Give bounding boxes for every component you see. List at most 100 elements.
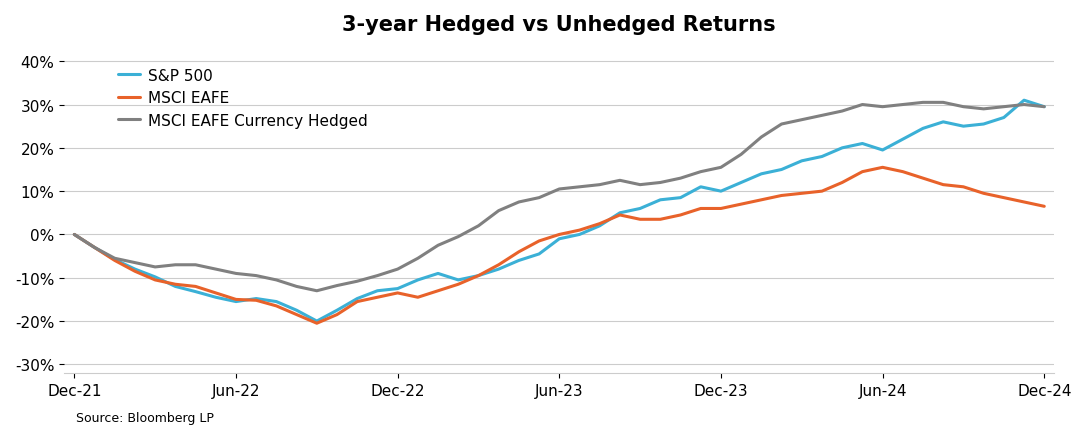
MSCI EAFE — [350, 299, 363, 304]
MSCI EAFE Currency Hedged — [1038, 105, 1051, 110]
MSCI EAFE — [128, 269, 141, 274]
MSCI EAFE Currency Hedged — [209, 267, 222, 272]
S&P 500 — [633, 206, 646, 212]
S&P 500 — [755, 172, 768, 177]
MSCI EAFE — [432, 289, 445, 294]
S&P 500 — [715, 189, 728, 194]
MSCI EAFE — [391, 291, 404, 296]
MSCI EAFE Currency Hedged — [432, 243, 445, 248]
MSCI EAFE — [149, 278, 162, 283]
S&P 500 — [775, 168, 788, 173]
MSCI EAFE — [614, 213, 627, 218]
S&P 500 — [856, 141, 869, 147]
MSCI EAFE — [673, 213, 687, 218]
MSCI EAFE Currency Hedged — [128, 261, 141, 266]
S&P 500 — [977, 122, 990, 127]
MSCI EAFE Currency Hedged — [775, 122, 788, 127]
S&P 500 — [876, 148, 889, 153]
MSCI EAFE — [734, 202, 747, 207]
S&P 500 — [67, 232, 81, 237]
S&P 500 — [411, 278, 424, 283]
MSCI EAFE — [998, 196, 1011, 201]
S&P 500 — [209, 295, 222, 300]
MSCI EAFE Currency Hedged — [673, 176, 687, 181]
MSCI EAFE Currency Hedged — [633, 183, 646, 188]
MSCI EAFE Currency Hedged — [593, 183, 606, 188]
S&P 500 — [836, 146, 849, 151]
S&P 500 — [432, 271, 445, 276]
MSCI EAFE Currency Hedged — [411, 256, 424, 261]
S&P 500 — [230, 299, 243, 304]
MSCI EAFE Currency Hedged — [998, 105, 1011, 110]
MSCI EAFE — [633, 217, 646, 222]
MSCI EAFE Currency Hedged — [1017, 103, 1030, 108]
Line: MSCI EAFE Currency Hedged: MSCI EAFE Currency Hedged — [74, 103, 1044, 291]
S&P 500 — [573, 232, 586, 237]
MSCI EAFE — [715, 206, 728, 212]
S&P 500 — [694, 185, 707, 190]
MSCI EAFE Currency Hedged — [230, 271, 243, 276]
S&P 500 — [734, 181, 747, 186]
S&P 500 — [310, 319, 323, 324]
MSCI EAFE Currency Hedged — [108, 256, 121, 261]
S&P 500 — [916, 126, 929, 132]
MSCI EAFE Currency Hedged — [290, 284, 304, 289]
Line: S&P 500: S&P 500 — [74, 101, 1044, 321]
S&P 500 — [956, 124, 969, 129]
MSCI EAFE Currency Hedged — [472, 224, 485, 229]
MSCI EAFE Currency Hedged — [897, 103, 910, 108]
MSCI EAFE Currency Hedged — [734, 152, 747, 157]
S&P 500 — [452, 278, 465, 283]
MSCI EAFE Currency Hedged — [512, 200, 526, 205]
MSCI EAFE — [956, 185, 969, 190]
MSCI EAFE — [1017, 200, 1030, 205]
MSCI EAFE — [876, 166, 889, 171]
S&P 500 — [654, 198, 667, 203]
Legend: S&P 500, MSCI EAFE, MSCI EAFE Currency Hedged: S&P 500, MSCI EAFE, MSCI EAFE Currency H… — [111, 62, 374, 135]
MSCI EAFE — [189, 284, 202, 289]
S&P 500 — [331, 308, 344, 313]
S&P 500 — [614, 211, 627, 216]
MSCI EAFE Currency Hedged — [553, 187, 566, 192]
MSCI EAFE Currency Hedged — [573, 185, 586, 190]
MSCI EAFE Currency Hedged — [815, 114, 828, 119]
S&P 500 — [472, 273, 485, 279]
MSCI EAFE — [452, 282, 465, 287]
MSCI EAFE Currency Hedged — [331, 283, 344, 289]
MSCI EAFE Currency Hedged — [249, 273, 262, 279]
MSCI EAFE — [472, 273, 485, 279]
MSCI EAFE Currency Hedged — [88, 245, 101, 250]
S&P 500 — [189, 289, 202, 295]
MSCI EAFE Currency Hedged — [270, 278, 283, 283]
MSCI EAFE Currency Hedged — [391, 267, 404, 272]
MSCI EAFE Currency Hedged — [654, 181, 667, 186]
S&P 500 — [149, 275, 162, 280]
MSCI EAFE — [897, 170, 910, 175]
MSCI EAFE — [371, 295, 384, 300]
MSCI EAFE Currency Hedged — [189, 263, 202, 268]
S&P 500 — [249, 296, 262, 301]
MSCI EAFE Currency Hedged — [492, 209, 505, 214]
MSCI EAFE Currency Hedged — [532, 196, 545, 201]
MSCI EAFE Currency Hedged — [371, 273, 384, 279]
MSCI EAFE — [230, 297, 243, 302]
S&P 500 — [1038, 105, 1051, 110]
S&P 500 — [1017, 98, 1030, 104]
MSCI EAFE Currency Hedged — [795, 118, 808, 123]
MSCI EAFE — [775, 194, 788, 199]
S&P 500 — [492, 267, 505, 272]
S&P 500 — [108, 258, 121, 263]
MSCI EAFE — [88, 245, 101, 250]
MSCI EAFE Currency Hedged — [977, 107, 990, 112]
S&P 500 — [897, 137, 910, 142]
MSCI EAFE — [916, 176, 929, 181]
S&P 500 — [391, 286, 404, 292]
MSCI EAFE — [593, 221, 606, 227]
MSCI EAFE — [331, 312, 344, 317]
S&P 500 — [350, 296, 363, 301]
S&P 500 — [270, 299, 283, 304]
MSCI EAFE — [937, 183, 950, 188]
MSCI EAFE — [755, 198, 768, 203]
MSCI EAFE Currency Hedged — [836, 109, 849, 114]
S&P 500 — [532, 252, 545, 257]
